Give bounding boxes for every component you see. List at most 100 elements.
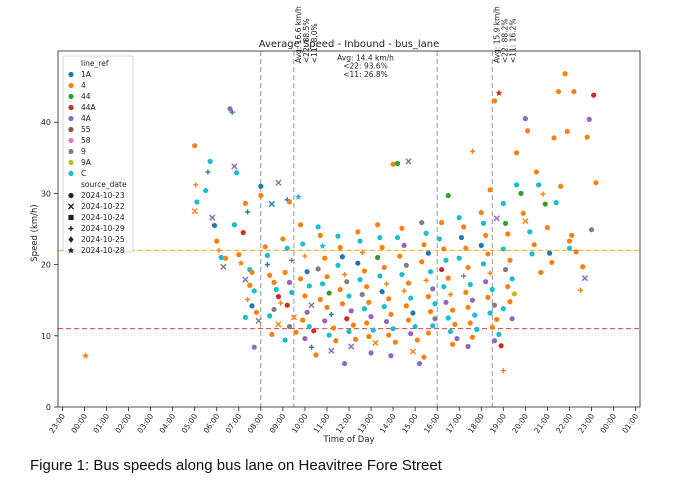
- legend-marker: [68, 104, 74, 111]
- x-tick-label: 20:00: [510, 412, 530, 435]
- data-point: [207, 158, 213, 164]
- data-point: [364, 284, 370, 290]
- legend-item: 9A: [81, 158, 92, 167]
- legend-marker: [68, 82, 74, 89]
- annotation-text: <11: 26.8%: [343, 70, 388, 79]
- legend-marker: [68, 225, 74, 232]
- data-point: [253, 309, 260, 315]
- data-point: [461, 224, 467, 230]
- data-point: [456, 215, 462, 221]
- data-point: [390, 161, 396, 167]
- data-point: [205, 169, 211, 175]
- data-point: [496, 331, 502, 337]
- data-point: [469, 148, 476, 154]
- data-point: [242, 314, 248, 320]
- x-tick-label: 21:00: [532, 412, 552, 435]
- legend-item: 9: [81, 147, 86, 156]
- data-point: [465, 304, 471, 310]
- data-point: [317, 296, 323, 303]
- data-point: [419, 259, 425, 265]
- data-point: [480, 220, 487, 226]
- legend-item: 4A: [81, 114, 92, 123]
- data-point: [414, 337, 420, 343]
- data-point: [346, 328, 352, 335]
- annotation-text: Avg: 15.9 km/h: [492, 6, 501, 63]
- data-point: [520, 210, 526, 216]
- data-point: [262, 244, 268, 250]
- data-point: [306, 323, 312, 330]
- data-point: [344, 279, 350, 285]
- x-tick-label: 15:00: [400, 412, 420, 435]
- data-point: [381, 304, 387, 310]
- data-point: [242, 200, 248, 206]
- data-point: [386, 332, 392, 338]
- legend-marker: [68, 115, 74, 122]
- data-point: [469, 297, 476, 303]
- data-point: [467, 281, 473, 288]
- data-point: [284, 302, 290, 308]
- data-point: [421, 354, 427, 360]
- data-point: [326, 332, 332, 338]
- data-point: [353, 336, 359, 342]
- legend-item: 44A: [81, 103, 97, 112]
- y-axis-label: Speed (km/h): [30, 204, 40, 261]
- x-tick-label: 09:00: [268, 412, 288, 435]
- data-point: [381, 264, 387, 271]
- annotations: Avg: 16.6 km/h <22: 88.5% <11: 8.0% Avg: 14…: [294, 6, 517, 79]
- data-point: [513, 182, 520, 188]
- x-tick-label: 05:00: [180, 412, 200, 435]
- data-point: [553, 200, 559, 206]
- data-point: [566, 238, 573, 244]
- data-point: [319, 242, 326, 249]
- data-point: [364, 320, 370, 326]
- data-point: [231, 163, 238, 170]
- data-point: [491, 338, 498, 344]
- data-point: [300, 317, 306, 323]
- data-point: [483, 232, 489, 239]
- x-tick-label: 06:00: [202, 412, 222, 435]
- data-point: [551, 135, 557, 141]
- data-point: [423, 277, 429, 283]
- data-point: [445, 315, 451, 321]
- data-point: [251, 288, 257, 294]
- data-point: [564, 128, 570, 135]
- annotation-text: <22: 88.5%: [302, 19, 311, 64]
- data-point: [368, 313, 374, 320]
- data-point: [538, 269, 544, 276]
- data-point: [359, 291, 365, 298]
- data-point: [361, 306, 368, 312]
- x-tick-label: 01:00: [620, 412, 640, 435]
- data-point: [302, 253, 308, 259]
- figure-caption: Figure 1: Bus speeds along bus lane on H…: [30, 457, 442, 474]
- data-point: [432, 301, 438, 307]
- data-point: [290, 314, 297, 321]
- data-point: [337, 286, 343, 293]
- data-point: [485, 294, 491, 300]
- data-point: [450, 341, 456, 347]
- data-point: [282, 337, 288, 343]
- data-point: [341, 271, 348, 278]
- x-tick-label: 22:00: [554, 412, 574, 435]
- data-point: [227, 106, 233, 112]
- data-point: [416, 360, 423, 367]
- data-point: [533, 169, 539, 175]
- data-point: [505, 284, 511, 290]
- data-point: [478, 242, 484, 248]
- data-point: [386, 296, 392, 302]
- data-point: [359, 249, 365, 256]
- data-point: [271, 306, 277, 313]
- data-point: [454, 336, 460, 342]
- data-point: [566, 245, 573, 251]
- data-point: [513, 150, 520, 156]
- data-point: [452, 321, 458, 328]
- data-point: [500, 368, 506, 374]
- data-point: [258, 183, 264, 189]
- x-tick-label: 23:00: [576, 412, 596, 435]
- data-point: [425, 250, 431, 256]
- data-point: [443, 299, 449, 305]
- data-point: [251, 344, 257, 350]
- data-point: [408, 331, 414, 337]
- data-point: [469, 334, 476, 340]
- data-point: [474, 326, 480, 332]
- data-point: [493, 215, 500, 222]
